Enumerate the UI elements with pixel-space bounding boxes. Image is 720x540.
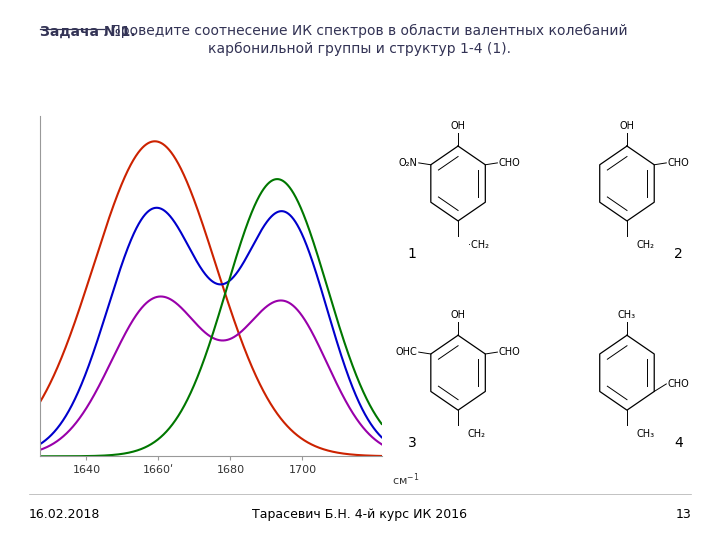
- Text: OH: OH: [451, 121, 466, 131]
- Text: OHC: OHC: [395, 347, 417, 357]
- Text: Проведите соотнесение ИК спектров в области валентных колебаний: Проведите соотнесение ИК спектров в обла…: [106, 24, 627, 38]
- Text: карбонильной группы и структур 1-4 (1).: карбонильной группы и структур 1-4 (1).: [209, 42, 511, 56]
- Text: 1: 1: [408, 247, 417, 261]
- Text: 16.02.2018: 16.02.2018: [29, 508, 100, 521]
- Text: Тарасевич Б.Н. 4-й курс ИК 2016: Тарасевич Б.Н. 4-й курс ИК 2016: [253, 508, 467, 521]
- Text: 2: 2: [674, 247, 683, 261]
- Text: OH: OH: [451, 310, 466, 320]
- Text: OH: OH: [619, 121, 634, 131]
- Text: CHO: CHO: [499, 347, 521, 357]
- Text: O₂N: O₂N: [398, 158, 417, 168]
- Text: CH₂: CH₂: [636, 240, 654, 249]
- Text: CHO: CHO: [668, 158, 690, 168]
- Text: 4: 4: [674, 436, 683, 450]
- Text: 3: 3: [408, 436, 416, 450]
- Text: Задача №1.: Задача №1.: [40, 24, 135, 38]
- Text: CH₂: CH₂: [467, 429, 485, 439]
- Text: ·CH₂: ·CH₂: [467, 240, 488, 249]
- Text: 13: 13: [675, 508, 691, 521]
- Text: CHO: CHO: [668, 379, 690, 389]
- Text: CH₃: CH₃: [636, 429, 654, 439]
- Text: CHO: CHO: [499, 158, 521, 168]
- Text: см$^{-1}$: см$^{-1}$: [392, 471, 419, 488]
- Text: CH₃: CH₃: [618, 310, 636, 320]
